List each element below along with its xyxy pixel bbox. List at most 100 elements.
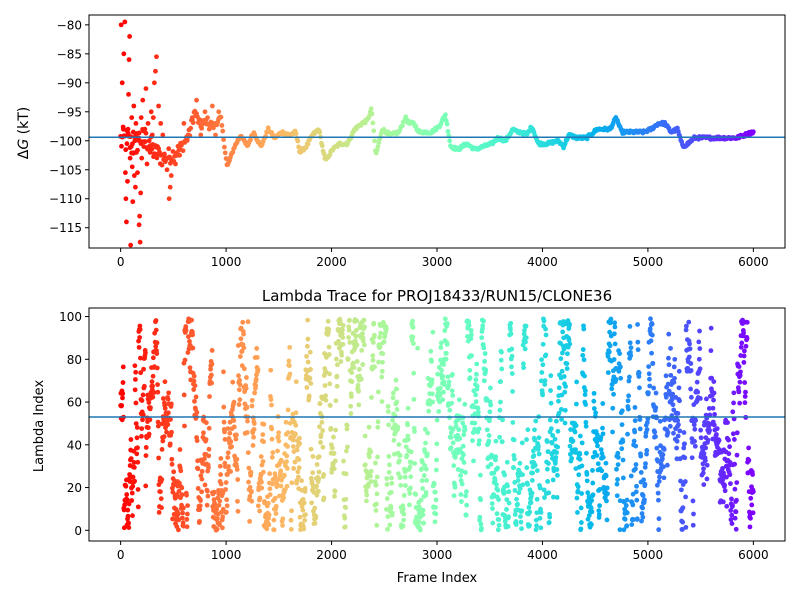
lambda-point	[375, 389, 381, 395]
lambda-point	[635, 339, 641, 345]
lambda-y-tick-label: 100	[59, 310, 82, 324]
lambda-point	[675, 433, 681, 439]
lambda-point	[223, 509, 229, 515]
lambda-point	[342, 524, 348, 530]
lambda-point	[153, 327, 159, 333]
lambda-point	[269, 454, 275, 460]
lambda-point	[184, 524, 190, 530]
lambda-point	[459, 456, 465, 462]
lambda-point	[526, 504, 532, 510]
lambda-point	[541, 487, 547, 493]
lambda-point	[125, 507, 131, 513]
lambda-point	[379, 368, 385, 374]
lambda-point	[620, 439, 626, 445]
lambda-point	[304, 353, 309, 359]
lambda-point	[222, 436, 228, 442]
delta-g-point	[372, 138, 377, 144]
lambda-point	[225, 455, 231, 460]
lambda-point	[192, 383, 198, 389]
lambda-point	[135, 487, 141, 492]
lambda-point	[624, 497, 630, 503]
lambda-point	[486, 433, 492, 438]
lambda-point	[120, 364, 126, 370]
delta-g-point	[206, 126, 212, 132]
lambda-point	[169, 429, 174, 435]
lambda-point	[397, 458, 402, 464]
lambda-point	[194, 438, 200, 444]
lambda-point	[743, 389, 748, 395]
lambda-point	[258, 473, 264, 478]
lambda-point	[379, 374, 385, 380]
lambda-point	[544, 439, 550, 444]
lambda-point	[411, 370, 417, 376]
lambda-point	[296, 474, 301, 480]
lambda-point	[720, 499, 726, 505]
lambda-y-axis-label: Lambda Index	[32, 380, 47, 473]
lambda-point	[389, 480, 395, 486]
lambda-y-tick-label: 40	[67, 438, 82, 452]
lambda-point	[697, 346, 703, 352]
delta-g-point	[171, 158, 177, 164]
lambda-point	[469, 332, 474, 338]
lambda-point	[656, 497, 661, 503]
lambda-point	[396, 442, 402, 447]
lambda-point	[558, 407, 564, 412]
delta-g-point	[443, 112, 448, 118]
lambda-point	[312, 520, 318, 526]
lambda-point	[206, 453, 212, 459]
lambda-point	[284, 453, 290, 459]
lambda-point	[260, 469, 266, 475]
lambda-point	[707, 427, 712, 433]
lambda-point	[460, 443, 466, 449]
lambda-point	[237, 377, 242, 383]
lambda-point	[176, 517, 182, 523]
lambda-point	[267, 486, 273, 492]
lambda-point	[441, 389, 446, 395]
lambda-point	[449, 400, 455, 406]
delta-g-point	[135, 170, 140, 176]
lambda-point	[176, 489, 182, 494]
lambda-point	[591, 390, 597, 396]
lambda-point	[401, 511, 407, 517]
lambda-point	[562, 389, 568, 395]
lambda-point	[394, 407, 400, 412]
lambda-point	[595, 443, 600, 449]
lambda-point	[429, 377, 435, 383]
delta-g-point	[138, 115, 144, 120]
delta-g-point	[371, 128, 377, 134]
lambda-point	[402, 474, 408, 480]
lambda-point	[161, 434, 167, 440]
delta-g-unit: (kT)	[16, 107, 32, 139]
lambda-point	[443, 356, 449, 362]
lambda-point	[150, 394, 156, 400]
lambda-point	[385, 409, 391, 414]
lambda-point	[706, 406, 712, 411]
delta-g-point	[130, 141, 135, 147]
lambda-point	[611, 391, 616, 397]
lambda-point	[678, 487, 684, 493]
delta-g-y-ticks: −115 −110 −105 −100 −95 −90 −85 −80	[49, 18, 89, 235]
lambda-point	[294, 447, 300, 453]
lambda-point	[317, 424, 322, 430]
lambda-point	[299, 478, 304, 484]
lambda-point	[348, 411, 354, 416]
lambda-point	[439, 367, 445, 373]
lambda-point	[544, 466, 550, 472]
lambda-point	[666, 362, 672, 368]
lambda-point	[656, 527, 662, 533]
lambda-point	[546, 490, 552, 496]
lambda-point	[578, 505, 584, 511]
delta-g-point	[168, 173, 174, 178]
lambda-point	[555, 444, 561, 450]
lambda-point	[632, 429, 638, 435]
lambda-point	[167, 441, 173, 447]
delta-g-y-tick-label: −100	[49, 134, 82, 148]
lambda-point	[504, 507, 509, 512]
lambda-point	[614, 481, 620, 487]
delta-g-x-tick-label: 5000	[633, 255, 664, 269]
lambda-point	[537, 515, 543, 521]
lambda-point	[359, 347, 365, 353]
lambda-point	[716, 437, 722, 443]
lambda-point	[574, 495, 580, 501]
lambda-point	[133, 377, 138, 382]
